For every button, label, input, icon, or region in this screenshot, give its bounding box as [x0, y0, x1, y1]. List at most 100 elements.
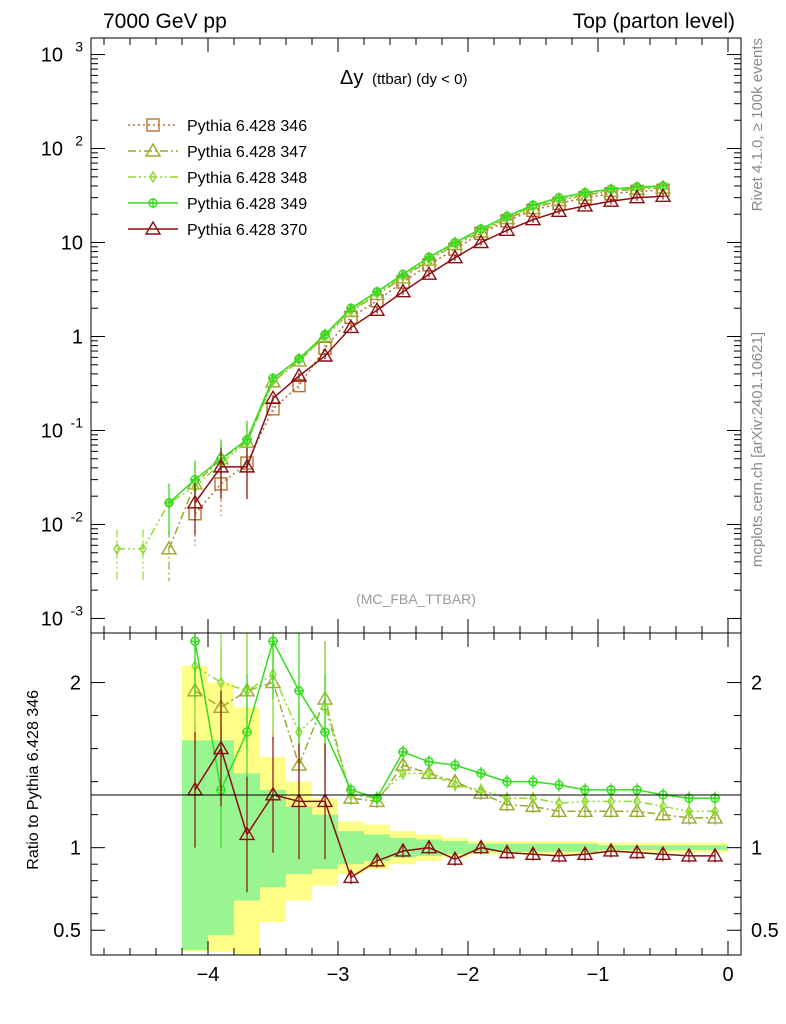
main-point-4-9 [342, 318, 360, 334]
ratio-point-3-20 [706, 847, 724, 862]
ratio-ytick-label-r-0: 0.5 [751, 920, 779, 942]
legend-label-1: Pythia 6.428 347 [187, 144, 307, 161]
ratio-point-3-13 [524, 845, 542, 860]
process-label: Top (parton level) [573, 10, 735, 33]
ratio-xtick-label-3: −1 [587, 964, 610, 986]
plot-title-sub: (ttbar) (dy < 0) [372, 71, 467, 88]
main-point-4-11 [394, 283, 412, 298]
ratio-line-3 [194, 746, 715, 879]
main-ytick-exp-6: 3 [75, 39, 83, 55]
ratio-ytick-label-2: 2 [70, 673, 81, 695]
main-ytick-label-2: 10 [41, 420, 63, 442]
ratio-line-0 [194, 681, 715, 819]
ratio-series-3 [186, 690, 724, 893]
ratio-xtick-label-4: 0 [722, 964, 733, 986]
main-point-4-10 [368, 301, 386, 316]
main-line-1 [168, 187, 664, 550]
ratio-point-0-20 [706, 809, 724, 824]
main-point-4-12 [420, 265, 438, 280]
ratio-line-1 [194, 665, 715, 813]
main-point-2-0 [113, 542, 121, 556]
main-ytick-exp-2: -1 [71, 414, 84, 430]
energy-label: 7000 GeV pp [103, 10, 227, 33]
ratio-point-3-11 [472, 839, 490, 854]
main-ytick-label-6: 10 [41, 45, 63, 67]
legend-label-4: Pythia 6.428 370 [187, 222, 307, 239]
ratio-point-3-5 [316, 793, 334, 808]
ratio-point-1-18 [659, 800, 667, 813]
main-point-2-1 [139, 542, 147, 556]
mcplots-label: mcplots.cern.ch [arXiv:2401.10621] [749, 332, 766, 567]
legend-entry-2: Pythia 6.428 348 [128, 170, 307, 187]
main-point-4-4 [212, 458, 230, 473]
ratio-point-0-16 [602, 802, 620, 818]
legend-entry-3: Pythia 6.428 349 [128, 196, 307, 213]
main-ytick-label-4: 10 [61, 233, 83, 255]
main-series-1 [160, 179, 672, 582]
ratio-series-group [186, 633, 724, 893]
ratio-xtick-label-0: −4 [197, 964, 220, 986]
main-ytick-label-0: 10 [41, 608, 63, 630]
ratio-ytick-label-r-1: 1 [751, 838, 762, 860]
legend: Pythia 6.428 346 Pythia 6.428 347 Pythia 6… [128, 118, 307, 239]
main-point-4-13 [446, 249, 464, 264]
main-series-2 [113, 180, 667, 582]
ratio-point-3-18 [654, 845, 672, 860]
rivet-label: Rivet 4.1.0, ≥ 100k events [749, 38, 766, 211]
main-ytick-exp-1: -2 [71, 508, 84, 524]
ratio-point-3-2 [238, 826, 256, 841]
watermark: (MC_FBA_TTBAR) [356, 591, 476, 607]
main-point-4-8 [316, 347, 334, 362]
ratio-point-1-14 [555, 796, 563, 810]
ratio-point-1-13 [529, 791, 537, 805]
legend-label-3: Pythia 6.428 349 [187, 196, 307, 213]
ratio-point-3-16 [602, 842, 620, 857]
legend-entry-1: Pythia 6.428 347 [128, 142, 307, 161]
legend-marker-2 [149, 170, 157, 184]
legend-marker-4 [144, 220, 162, 235]
main-point-0-7 [292, 378, 306, 393]
ratio-point-1-10 [451, 778, 459, 792]
legend-entry-0: Pythia 6.428 346 [128, 118, 307, 135]
ratio-point-1-9 [425, 766, 433, 780]
main-line-3 [168, 185, 664, 504]
main-point-4-6 [264, 389, 282, 404]
ratio-point-3-19 [680, 847, 698, 862]
main-point-4-20 [628, 189, 646, 204]
ratio-xtick-label-1: −3 [327, 964, 350, 986]
main-line-2 [117, 186, 664, 550]
legend-entry-4: Pythia 6.428 370 [128, 220, 307, 239]
ratio-point-0-15 [576, 802, 594, 818]
ratio-point-3-3 [264, 786, 282, 801]
ratio-xtick-label-2: −2 [457, 964, 480, 986]
ratio-point-0-17 [628, 802, 646, 818]
main-ytick-label-3: 1 [72, 326, 83, 348]
ratio-point-1-15 [581, 795, 589, 808]
ratio-point-3-9 [420, 839, 438, 854]
ratio-band-green-10 [442, 841, 468, 855]
main-ytick-exp-5: 2 [75, 133, 83, 149]
ratio-point-1-12 [503, 791, 511, 805]
ratio-point-1-8 [399, 766, 407, 780]
main-point-4-7 [290, 367, 308, 382]
ratio-ytick-label-1: 1 [70, 838, 81, 860]
main-series-4 [186, 187, 672, 535]
main-ytick-exp-0: -3 [71, 602, 84, 618]
axes-ticks: 10 -3 10 -2 10 -1 1 10 10 2 10 3 −4 −3 −2 −1 0 0.5 0.5 1 1 2 2 [41, 38, 779, 986]
main-series-group [113, 179, 672, 582]
ratio-point-1-17 [633, 795, 641, 808]
ratio-point-0-6 [342, 789, 360, 804]
ratio-ylabel: Ratio to Pythia 6.428 346 [25, 690, 42, 870]
ratio-uncertainty-bands [182, 666, 728, 955]
ratio-point-0-13 [524, 797, 542, 813]
ratio-line-2 [194, 639, 715, 799]
main-line-4 [194, 195, 664, 504]
legend-label-0: Pythia 6.428 346 [187, 118, 307, 135]
ratio-ytick-label-0: 0.5 [53, 920, 81, 942]
main-point-4-5 [238, 458, 256, 473]
plot-title-main: Δy [340, 67, 363, 89]
ratio-point-3-17 [628, 844, 646, 859]
ratio-point-1-19 [685, 804, 693, 818]
legend-marker-0 [146, 118, 160, 132]
